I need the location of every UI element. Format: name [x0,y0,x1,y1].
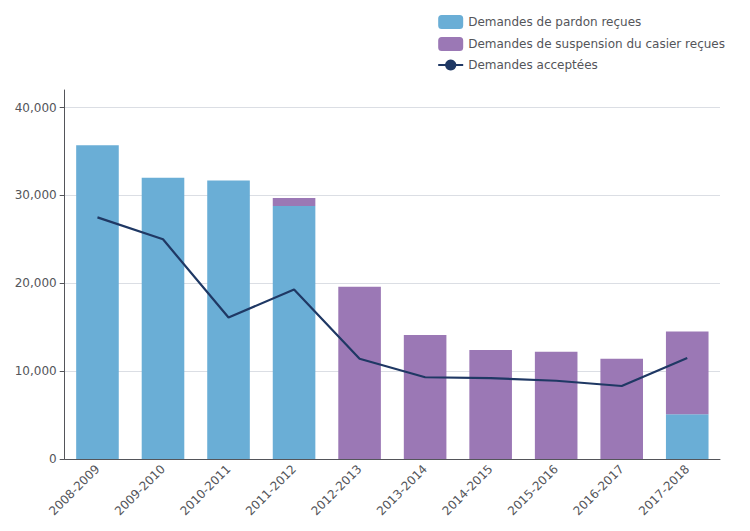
svg-text:2008-2009: 2008-2009 [46,462,102,518]
svg-text:Demandes de suspension du casi: Demandes de suspension du casier reçues [468,37,725,51]
svg-text:Demandes de pardon reçues: Demandes de pardon reçues [468,15,641,29]
svg-text:2016-2017: 2016-2017 [571,462,627,518]
svg-text:2017-2018: 2017-2018 [636,462,692,518]
svg-text:40,000: 40,000 [15,101,57,115]
svg-text:20,000: 20,000 [15,276,57,290]
svg-text:0: 0 [49,452,57,466]
svg-text:2011-2012: 2011-2012 [243,462,299,518]
svg-text:2014-2015: 2014-2015 [440,462,496,518]
svg-text:2013-2014: 2013-2014 [374,462,430,518]
svg-text:2015-2016: 2015-2016 [505,462,561,518]
svg-text:2010-2011: 2010-2011 [177,462,233,518]
svg-text:10,000: 10,000 [15,364,57,378]
svg-text:Demandes acceptées: Demandes acceptées [468,58,598,72]
svg-text:2009-2010: 2009-2010 [112,462,168,518]
svg-text:2012-2013: 2012-2013 [308,462,364,518]
svg-text:30,000: 30,000 [15,188,57,202]
